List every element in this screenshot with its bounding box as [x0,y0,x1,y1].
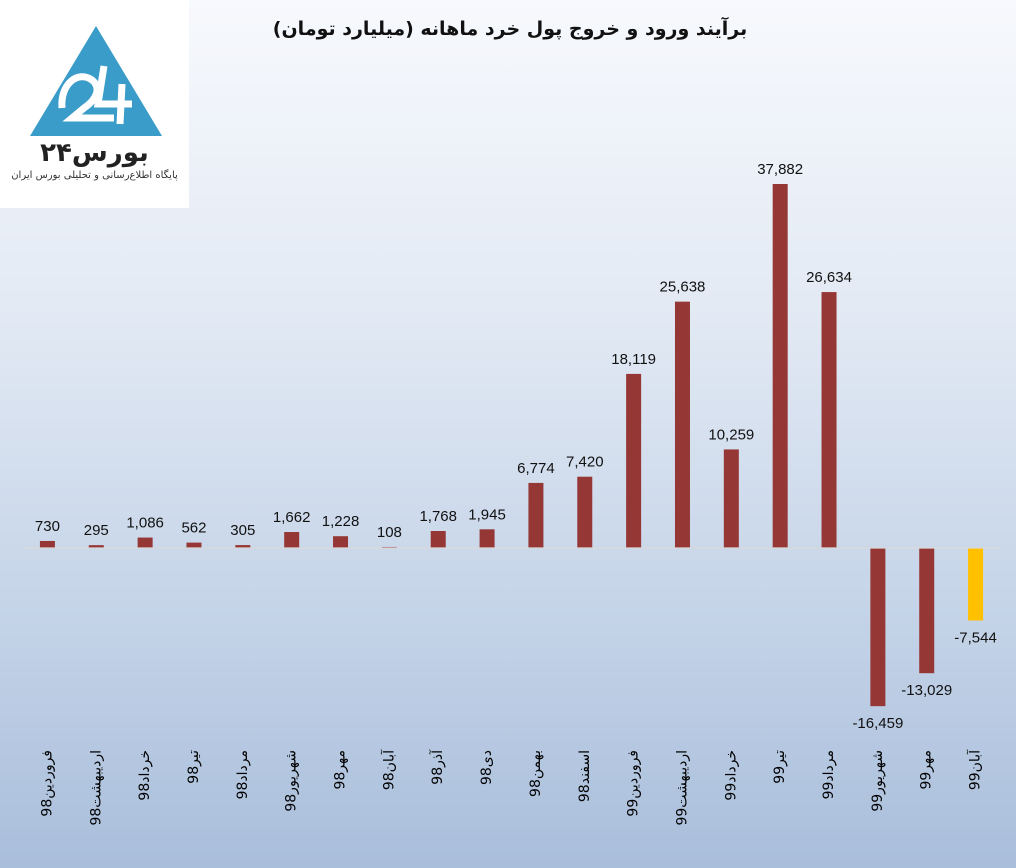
bar [821,292,837,548]
x-tick-label: خرداد98 [137,750,153,801]
x-tick-label: بهمن98 [528,750,544,797]
bar [88,545,104,548]
bar [674,301,690,548]
bar [186,542,202,548]
x-tick-label: مرداد98 [235,750,251,799]
bar [333,536,349,548]
x-tick-label: تیر99 [772,750,788,784]
bar [870,548,886,707]
data-label: 26,634 [806,269,852,286]
data-label: 562 [181,520,206,537]
x-tick-label: مهر98 [333,750,349,790]
data-label: -16,459 [852,715,903,732]
bar [39,540,55,548]
bar [577,476,593,548]
data-label: 295 [84,522,109,539]
bar [137,537,153,548]
logo-brand: بورس۲۴ [40,138,149,168]
data-label: 7,420 [566,454,604,471]
data-label: -13,029 [901,682,952,699]
data-label: 10,259 [708,426,754,443]
x-tick-label: فروردین98 [39,750,55,817]
x-tick-label: تیر98 [186,750,202,784]
x-tick-label: شهریور98 [284,750,300,812]
data-label: 18,119 [611,351,656,368]
logo-tagline: پایگاه اطلاع‌رسانی و تحلیلی بورس ایران [11,170,178,181]
data-label: 25,638 [660,279,706,296]
x-tick-label: اسفند98 [577,750,593,802]
bar [772,184,788,548]
x-tick-label: مهر99 [919,750,935,790]
x-tick-label: دی98 [479,750,495,785]
data-label: 1,662 [273,509,311,526]
bar [528,482,544,548]
data-label: 305 [230,522,255,539]
data-label: 1,945 [468,506,506,523]
x-tick-label: اردیبهشت98 [88,750,104,826]
x-tick-label: آبان99 [967,749,984,790]
data-label: -7,544 [954,629,997,646]
bar [626,373,642,548]
data-label: 37,882 [757,161,803,178]
bar [430,531,446,548]
bar [968,548,984,621]
x-tick-label: آبان98 [380,749,397,790]
bar [284,532,300,548]
x-tick-label: مرداد99 [821,750,837,799]
x-tick-label: فروردین99 [626,750,642,817]
data-label: 108 [377,524,402,541]
data-label: 6,774 [517,460,555,477]
logo: بورس۲۴ پایگاه اطلاع‌رسانی و تحلیلی بورس … [0,0,189,208]
data-label: 1,228 [322,513,360,530]
data-label: 1,768 [419,508,457,525]
bar [723,449,739,548]
bar [235,545,251,548]
data-label: 730 [35,518,60,535]
x-tick-label: شهریور99 [870,750,886,812]
data-label: 1,086 [126,515,164,532]
logo-mark-icon [30,26,162,136]
bar [919,548,935,674]
x-tick-label: اردیبهشت99 [674,750,690,826]
chart-title: برآیند ورود و خروج پول خرد ماهانه (میلیا… [272,18,748,40]
x-tick-label: خرداد99 [723,750,739,801]
bar [479,529,495,548]
x-tick-label: آذر98 [429,749,446,785]
